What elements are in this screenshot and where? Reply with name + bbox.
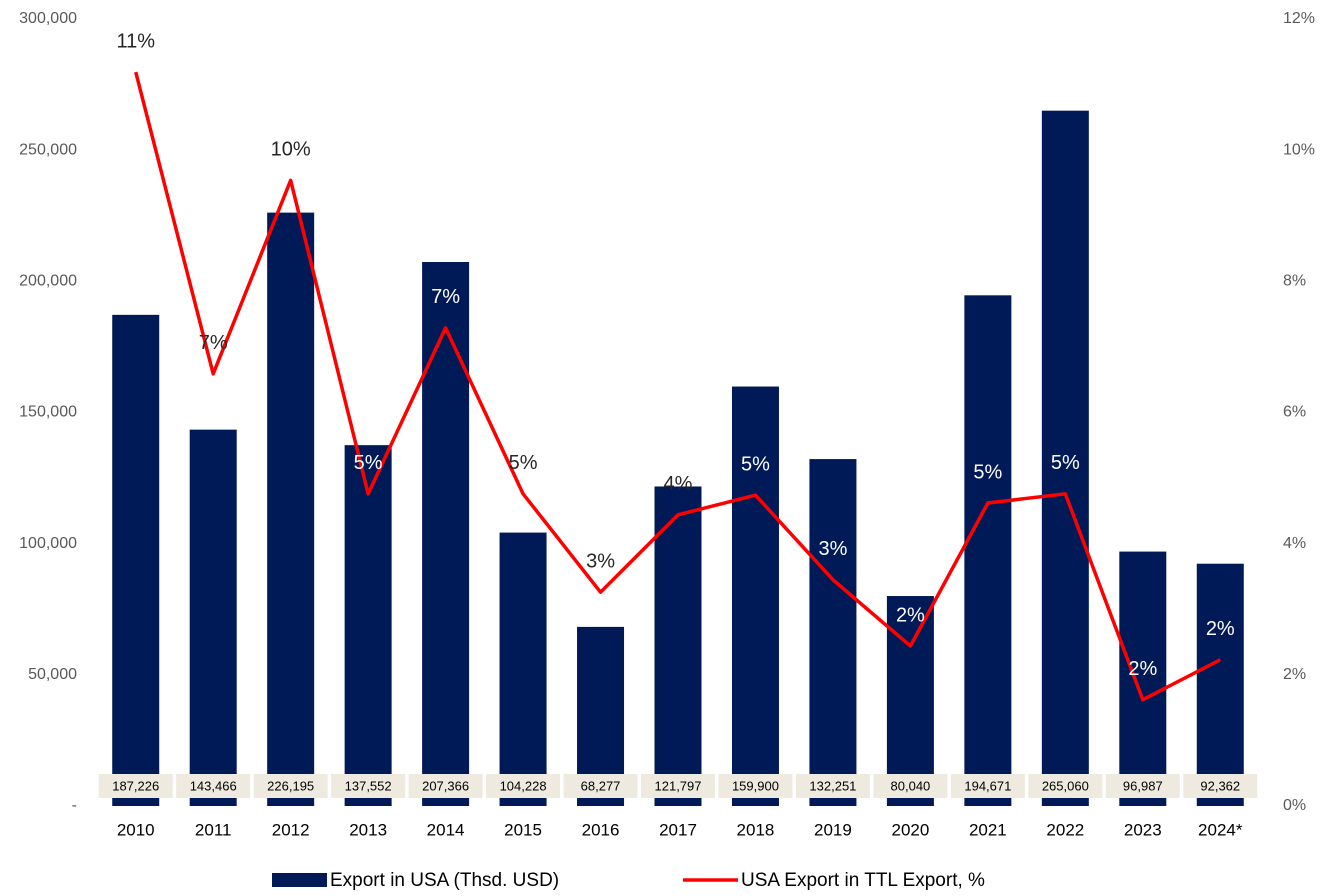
y-tick-label: 150,000	[19, 404, 77, 421]
bar-value-label: 68,277	[581, 778, 621, 793]
bar	[1041, 110, 1089, 807]
x-tick-label: 2014	[427, 820, 465, 839]
bar	[112, 314, 160, 806]
value-label-box	[1105, 774, 1180, 798]
value-label-box	[486, 774, 561, 798]
y2-tick-label: 10%	[1283, 141, 1315, 158]
bar-value-label: 92,362	[1200, 778, 1240, 793]
bar	[964, 295, 1012, 806]
value-label-box	[331, 774, 406, 798]
x-tick-label: 2019	[814, 820, 852, 839]
y2-tick-label: 4%	[1283, 535, 1306, 552]
value-label-box	[718, 774, 793, 798]
x-tick-label: 2023	[1124, 820, 1162, 839]
value-label-box	[795, 774, 870, 798]
y-tick-label: -	[72, 797, 77, 814]
y2-tick-label: 0%	[1283, 797, 1306, 814]
x-tick-label: 2011	[195, 820, 232, 839]
bar-value-label: 207,366	[422, 778, 469, 793]
y-tick-label: 300,000	[19, 10, 77, 27]
line-value-label: 7%	[431, 286, 460, 308]
line	[134, 71, 1222, 702]
x-tick-label: 2016	[582, 820, 620, 839]
value-label-box	[641, 774, 715, 798]
value-label-box	[98, 774, 173, 798]
legend-label: USA Export in TTL Export, %	[741, 870, 985, 891]
y-tick-label: 100,000	[19, 535, 77, 552]
value-label-box	[253, 774, 328, 798]
bar	[344, 445, 392, 806]
bar-value-label: 143,466	[190, 778, 237, 793]
y2-tick-label: 12%	[1283, 10, 1315, 27]
bar	[1196, 563, 1244, 806]
value-label-box	[873, 774, 948, 798]
bar	[731, 386, 779, 806]
line-value-label: 5%	[509, 452, 538, 474]
value-label-box	[1183, 774, 1258, 798]
x-tick-label: 2013	[349, 820, 387, 839]
y-tick-label: 200,000	[19, 273, 77, 290]
x-tick-label: 2022	[1046, 820, 1084, 839]
x-tick-label: 2017	[659, 820, 697, 839]
bar-value-label: 96,987	[1123, 778, 1163, 793]
bar-value-label: 104,228	[500, 778, 547, 793]
line-value-label: 2%	[896, 604, 925, 626]
bar-value-label: 121,797	[655, 778, 702, 793]
line-value-label: 5%	[354, 452, 383, 474]
bar-value-label: 80,040	[891, 778, 931, 793]
line-value-label: 5%	[973, 461, 1002, 483]
line-value-label: 7%	[199, 332, 228, 354]
value-label-box	[408, 774, 483, 798]
line-value-label: 4%	[664, 473, 693, 495]
x-tick-label: 2012	[272, 820, 310, 839]
bar-value-label: 265,060	[1042, 778, 1089, 793]
bar-value-label: 159,900	[732, 778, 779, 793]
line-value-label: 2%	[1206, 618, 1235, 640]
x-tick-label: 2010	[117, 820, 155, 839]
y2-tick-label: 6%	[1283, 404, 1306, 421]
value-label-box	[1028, 774, 1103, 798]
x-tick-label: 2024*	[1198, 820, 1243, 839]
bar	[654, 486, 702, 806]
x-tick-label: 2021	[969, 820, 1007, 839]
bar	[267, 212, 315, 806]
line-value-label: 11%	[116, 30, 155, 52]
bar	[189, 429, 237, 806]
bar-value-label: 132,251	[809, 778, 856, 793]
x-tick-label: 2015	[504, 820, 542, 839]
bar-value-label: 226,195	[267, 778, 314, 793]
y2-tick-label: 8%	[1283, 273, 1306, 290]
value-label-box	[563, 774, 638, 798]
y-tick-label: 250,000	[19, 141, 77, 158]
bar	[499, 532, 547, 806]
line-value-label: 2%	[1128, 658, 1157, 680]
value-label-box	[176, 774, 251, 798]
bar	[422, 262, 470, 806]
bar	[1119, 551, 1167, 806]
y-tick-label: 50,000	[28, 666, 77, 683]
line-value-label: 3%	[818, 538, 847, 560]
legend-label: Export in USA (Thsd. USD)	[330, 870, 559, 891]
bar	[809, 459, 857, 806]
bar-value-label: 194,671	[964, 778, 1011, 793]
line-value-label: 10%	[271, 139, 311, 161]
value-label-box	[950, 774, 1025, 798]
bar-value-label: 187,226	[112, 778, 159, 793]
y2-tick-label: 2%	[1283, 666, 1306, 683]
legend-swatch	[272, 873, 327, 887]
bar-value-label: 137,552	[345, 778, 392, 793]
line-value-label: 3%	[586, 550, 615, 572]
x-tick-label: 2020	[891, 820, 929, 839]
x-tick-label: 2018	[737, 820, 775, 839]
line-value-label: 5%	[741, 453, 770, 475]
line-value-label: 5%	[1051, 452, 1080, 474]
